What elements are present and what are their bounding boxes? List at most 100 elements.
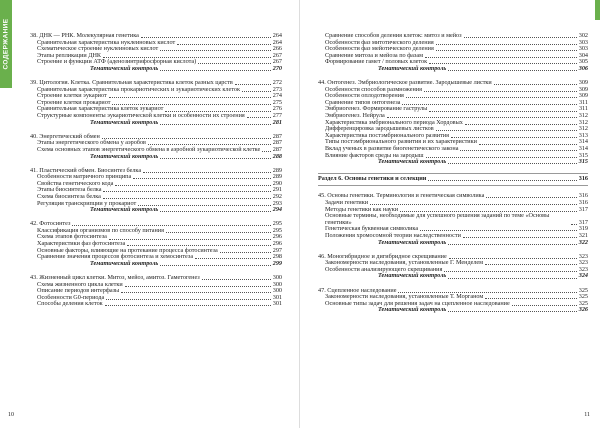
entry-page: 311	[578, 98, 588, 106]
entry-title: Описание периодов интерфазы	[37, 287, 120, 295]
dot-leader	[511, 304, 577, 306]
toc-entry: Сравнительная характеристика прокариотич…	[30, 85, 282, 94]
entry-page: 319	[578, 225, 588, 233]
toc-entry: Описание периодов интерфазы 300	[30, 287, 282, 295]
entry-title: Этапы энергетического обмена у аэробов	[37, 139, 146, 147]
entry-title: Характеристики фаз фотосинтеза	[37, 240, 126, 248]
entry-title: Тематический контроль	[378, 64, 447, 72]
section-heading: 47. Сцепленное наследование 325	[318, 287, 588, 295]
entry-title: Классификация организмов по способу пита…	[37, 226, 164, 234]
entry-title: Закономерности наследования, установленн…	[325, 259, 484, 267]
entry-page: 312	[578, 112, 588, 120]
entry-page: 323	[578, 265, 588, 273]
entry-page: 273	[272, 85, 282, 93]
toc-entry: Особенности фаз митотического деления 303	[318, 38, 588, 47]
dot-leader	[72, 225, 271, 227]
dot-leader	[485, 298, 577, 300]
entry-title: Регуляция транскрипции у прокариот	[37, 199, 137, 207]
dot-leader	[104, 305, 271, 307]
entry-title: Строение клетки эукариот	[37, 92, 107, 100]
entry-title: Свойства генетического кода	[37, 179, 114, 187]
section-heading: 44. Онтогенез. Эмбриологическое развитие…	[318, 79, 588, 87]
entry-page: 317	[578, 205, 588, 213]
dot-leader	[493, 84, 577, 86]
toc-entry: Генетическая буквенная символика 319	[318, 226, 588, 233]
entry-title: Особенности оплодотворения	[325, 92, 404, 100]
entry-page: 287	[272, 139, 282, 147]
entry-title: Тематический контроль	[378, 238, 447, 246]
entry-page: 264	[272, 38, 282, 46]
dot-leader	[143, 171, 271, 173]
entry-page: 288	[272, 152, 282, 160]
entry-page: 294	[272, 206, 282, 214]
entry-page: 315	[578, 151, 588, 159]
toc-entry: Особенности способов размножения 309	[318, 85, 588, 94]
dot-leader	[165, 110, 271, 112]
toc-entry: Свойства генетического кода 290	[30, 179, 282, 188]
entry-page: 303	[578, 45, 588, 53]
entry-page: 321	[578, 231, 588, 239]
dot-leader	[464, 123, 577, 125]
entry-title: Структурные компоненты эукариотической к…	[37, 112, 245, 120]
toc-entry: Типы постэмбрионального развития и их ха…	[318, 139, 588, 146]
toc-entry: Вклад ученых в развитие биогенетического…	[318, 145, 588, 153]
control-entry: Тематический контроль 281	[30, 119, 282, 127]
section-heading: 40. Энергетический обмен 287	[30, 132, 282, 141]
entry-title: Задачи генетики	[325, 198, 369, 206]
entry-page: 313	[578, 131, 588, 139]
entry-page: 312	[578, 118, 588, 126]
dot-leader	[448, 257, 577, 259]
entry-page: 304	[578, 51, 588, 59]
entry-page: 309	[578, 79, 588, 87]
entry-title: Особенности анализирующего скрещивания	[325, 265, 443, 273]
dot-leader	[462, 237, 577, 239]
entry-page: 267	[272, 58, 282, 66]
dot-leader	[478, 143, 577, 145]
control-entry: Тематический контроль 270	[30, 65, 282, 73]
entry-page: 303	[578, 38, 588, 46]
toc-entry: Структурные компоненты эукариотической к…	[30, 112, 282, 120]
entry-title: Сравнительная характеристика клеток эука…	[37, 105, 164, 113]
toc-entry: Характеристика постэмбрионального развит…	[318, 131, 588, 140]
dot-leader	[463, 37, 577, 39]
dot-leader	[485, 264, 577, 266]
toc-entry: Методы генетики как науки 317	[318, 205, 588, 214]
dot-leader	[160, 70, 271, 72]
entry-title: 43. Жизненный цикл клетки. Митоз, мейоз,…	[30, 273, 200, 281]
dot-leader	[103, 56, 271, 58]
dot-leader	[262, 151, 271, 152]
entry-page: 297	[272, 246, 282, 254]
entry-page: 277	[272, 112, 282, 120]
entry-page: 316	[578, 175, 588, 183]
entry-page: 309	[578, 92, 588, 100]
entry-title: Особенности способов размножения	[325, 85, 422, 93]
entry-title: Тематический контроль	[90, 206, 159, 214]
section-heading: 46. Моногибридное и дигибридное скрещива…	[318, 253, 588, 261]
entry-page: 287	[272, 132, 282, 140]
entry-title: Этапы репликации ДНК	[37, 51, 102, 59]
entry-page: 289	[272, 173, 282, 181]
dot-leader	[435, 50, 577, 52]
dot-leader	[425, 156, 577, 158]
entry-title: Тематический контроль	[378, 306, 447, 314]
dot-leader	[448, 311, 577, 313]
entry-page: 293	[272, 199, 282, 207]
dot-leader	[398, 291, 577, 293]
entry-page: 302	[578, 32, 588, 39]
entry-title: Раздел 6. Основы генетики и селекции	[318, 175, 427, 183]
entry-page: 275	[272, 98, 282, 106]
entry-page: 325	[578, 299, 588, 307]
toc-entry: Строение и функции АТФ (аденозинтрифосфо…	[30, 59, 282, 66]
dot-leader	[127, 245, 271, 247]
entry-title: Способы деления клеток	[37, 300, 103, 308]
entry-page: 301	[272, 293, 282, 301]
entry-title: Дифференцировка зародышевых листков	[325, 125, 434, 133]
dot-leader	[425, 56, 577, 58]
toc-entry: Особенности фаз мейотического деления 303	[318, 46, 588, 53]
toc-entry: Сравнительная характеристика клеток эука…	[30, 106, 282, 113]
dot-leader	[177, 43, 271, 45]
toc-entry: Эмбриогенез. Формирование гаструлы 311	[318, 106, 588, 113]
toc-entry: Способы деления клеток 301	[30, 301, 282, 308]
entry-title: Основные факторы, влияющие на протекание…	[37, 246, 218, 254]
